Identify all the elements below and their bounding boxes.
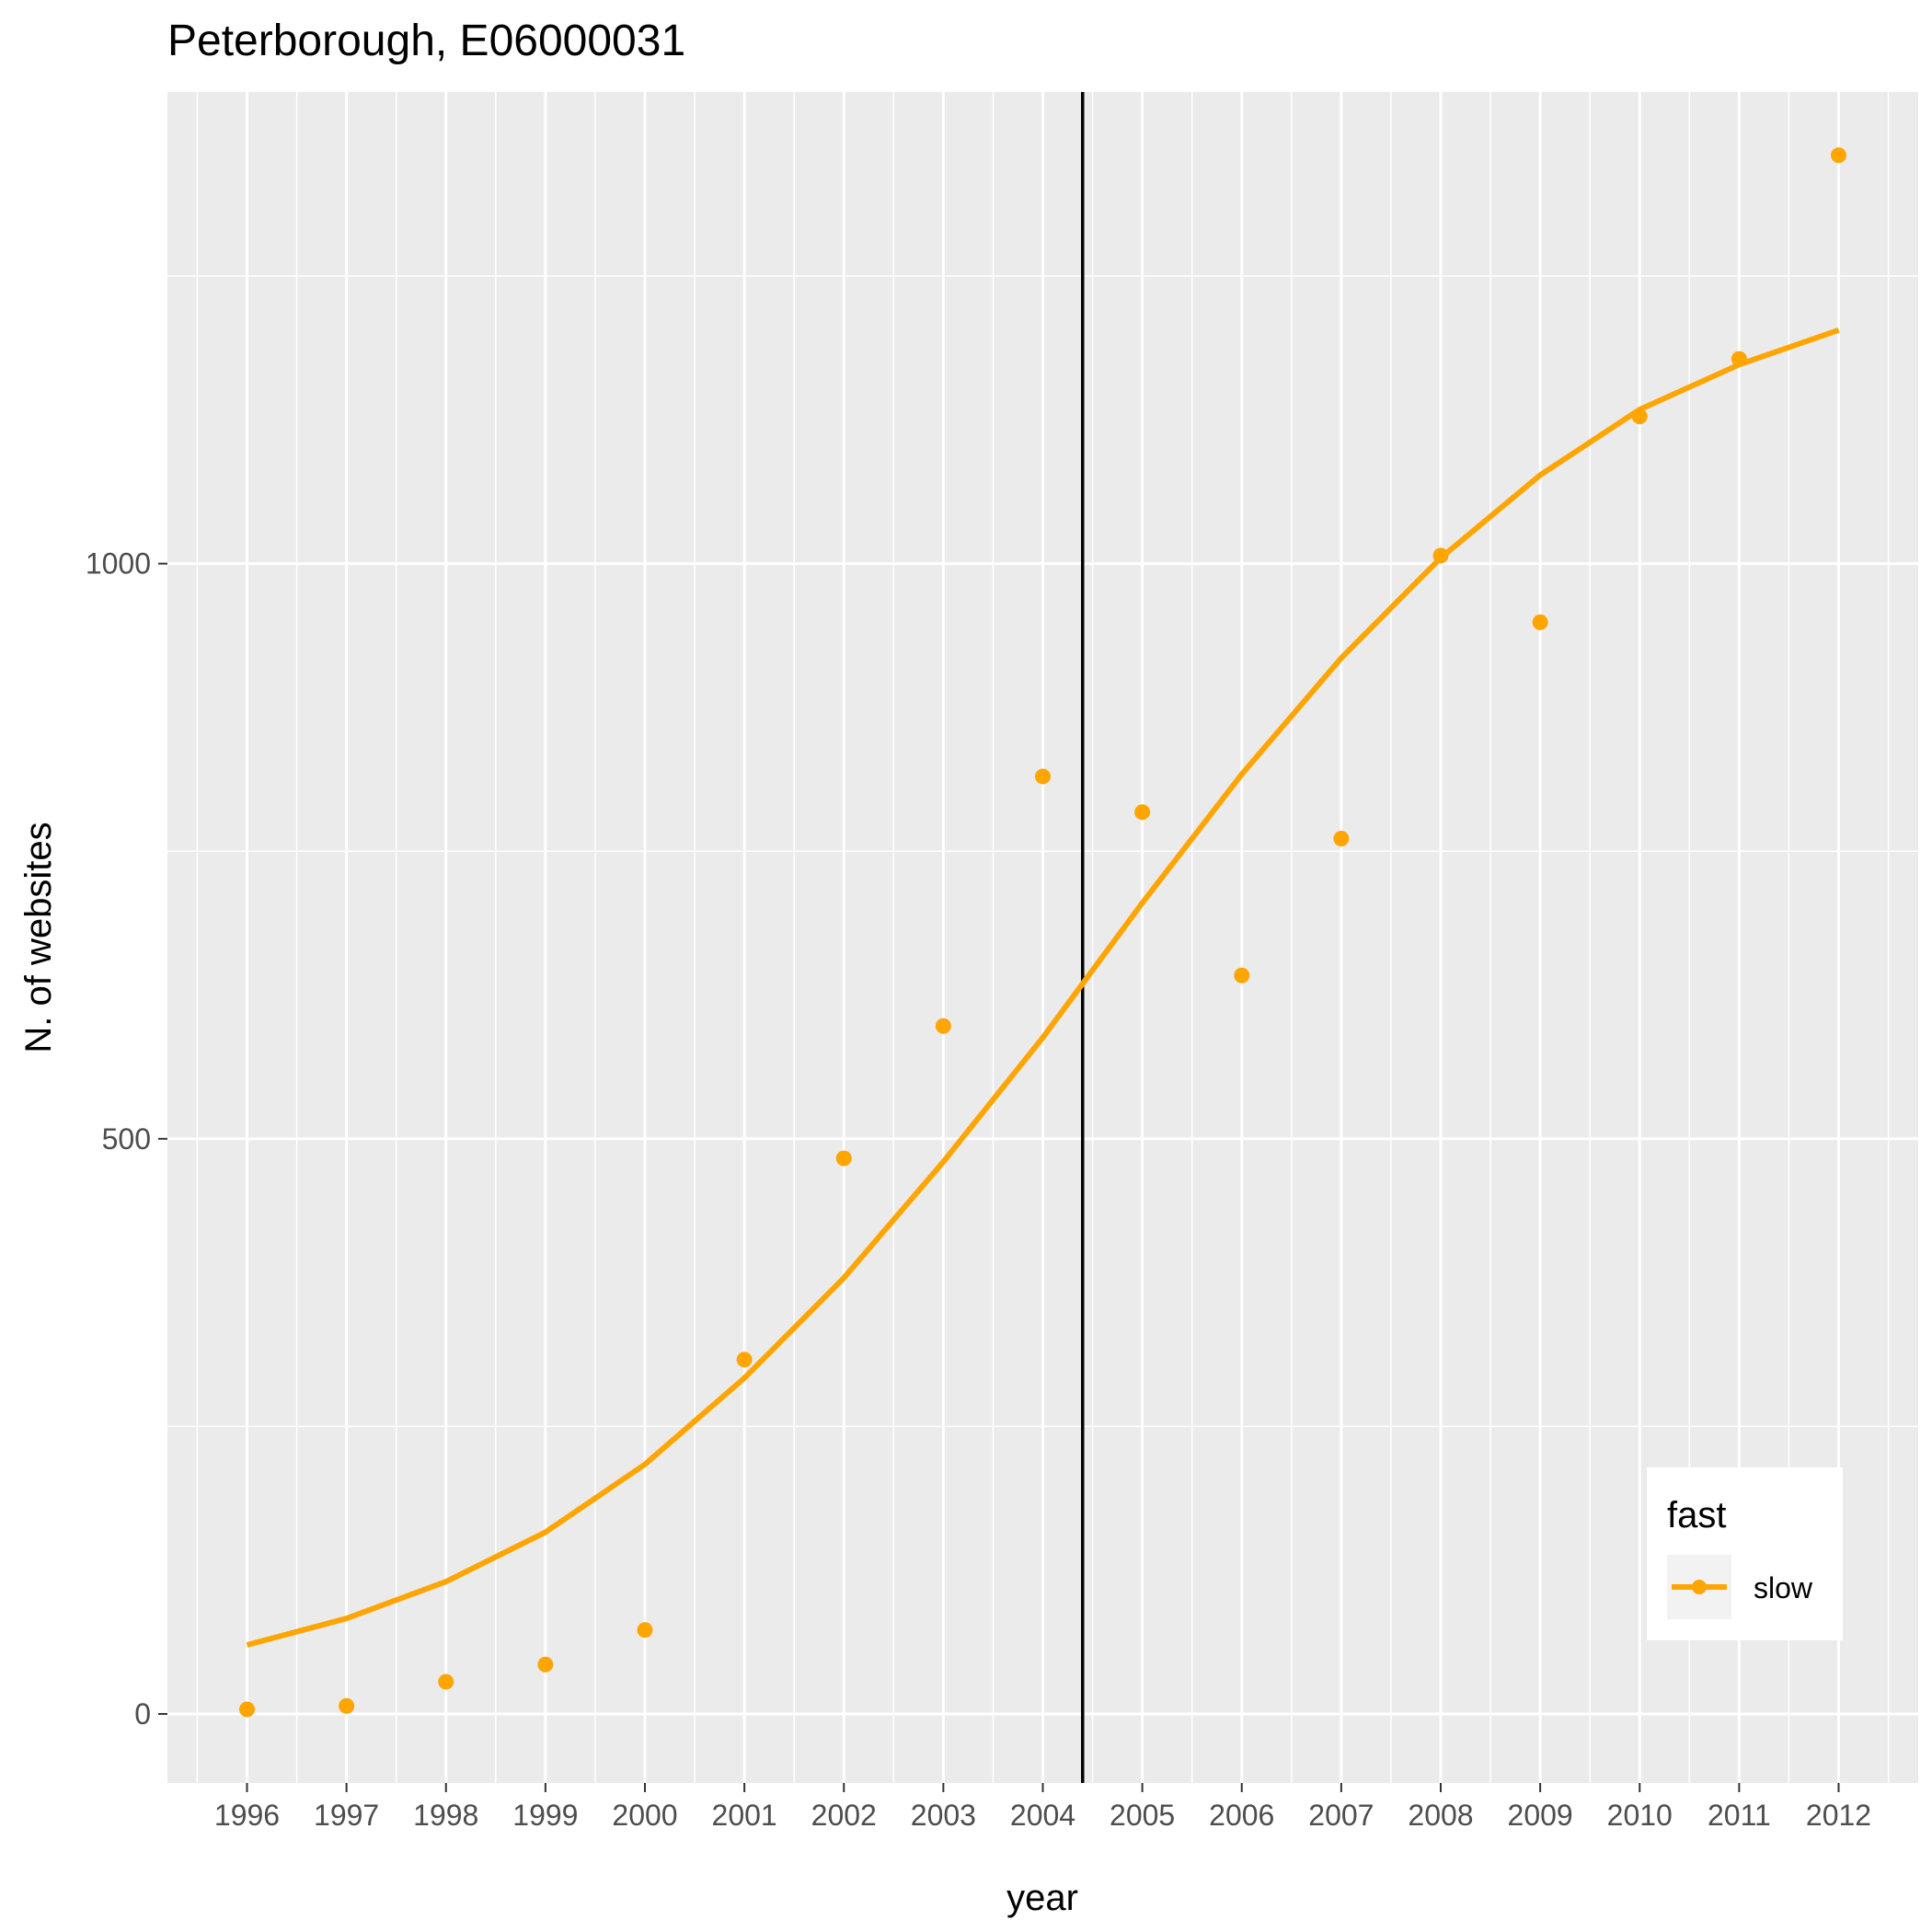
x-tick-label: 2001	[712, 1799, 777, 1832]
y-axis: 0 500 1000	[86, 547, 167, 1731]
x-tick-label: 2002	[811, 1799, 877, 1832]
x-tick-label: 2008	[1408, 1799, 1473, 1832]
data-point	[1333, 830, 1350, 846]
data-point	[835, 1150, 852, 1167]
data-point	[239, 1701, 255, 1718]
x-tick-label: 2006	[1209, 1799, 1274, 1832]
legend-key-point	[1692, 1580, 1707, 1594]
x-tick-label: 2010	[1607, 1799, 1673, 1832]
x-tick-label: 1996	[214, 1799, 280, 1832]
data-point	[1234, 967, 1250, 983]
y-tick-label: 1000	[86, 547, 151, 581]
x-tick-label: 2011	[1708, 1799, 1771, 1832]
data-point	[935, 1018, 951, 1034]
data-point	[1432, 547, 1449, 564]
chart-title: Peterborough, E06000031	[167, 17, 685, 65]
data-point	[1035, 768, 1051, 785]
data-point	[736, 1351, 753, 1368]
x-tick-label: 2003	[911, 1799, 976, 1832]
grid-minor	[167, 92, 1918, 1783]
data-point	[637, 1622, 653, 1639]
data-point	[1631, 408, 1648, 425]
data-point	[1532, 614, 1548, 630]
y-axis-title: N. of websites	[18, 822, 59, 1052]
x-tick-label: 1999	[512, 1799, 578, 1832]
data-point	[537, 1656, 554, 1673]
data-point	[438, 1673, 454, 1690]
x-tick-label: 2005	[1110, 1799, 1175, 1832]
y-tick-label: 0	[134, 1697, 151, 1731]
legend-label-slow: slow	[1754, 1571, 1813, 1604]
x-tick-label: 2012	[1806, 1799, 1871, 1832]
series-layer	[239, 147, 1846, 1718]
x-axis: 1996 1997 1998 1999 2000 2001 2002 2003 2004 2005…	[214, 1783, 1871, 1832]
x-tick-label: 2007	[1308, 1799, 1374, 1832]
legend-title: fast	[1667, 1495, 1726, 1535]
y-tick-label: 500	[102, 1122, 151, 1156]
series-smooth-line	[246, 327, 1840, 1648]
x-axis-title: year	[1006, 1878, 1078, 1918]
data-point	[1134, 804, 1151, 821]
x-tick-label: 2009	[1508, 1799, 1573, 1832]
data-point	[1831, 147, 1846, 164]
x-tick-label: 1997	[314, 1799, 379, 1832]
x-tick-label: 2000	[612, 1799, 677, 1832]
data-point	[339, 1697, 355, 1714]
x-tick-label: 1998	[413, 1799, 478, 1832]
data-point	[1731, 351, 1747, 367]
legend: fast slow	[1647, 1467, 1843, 1640]
x-tick-label: 2004	[1010, 1799, 1075, 1832]
